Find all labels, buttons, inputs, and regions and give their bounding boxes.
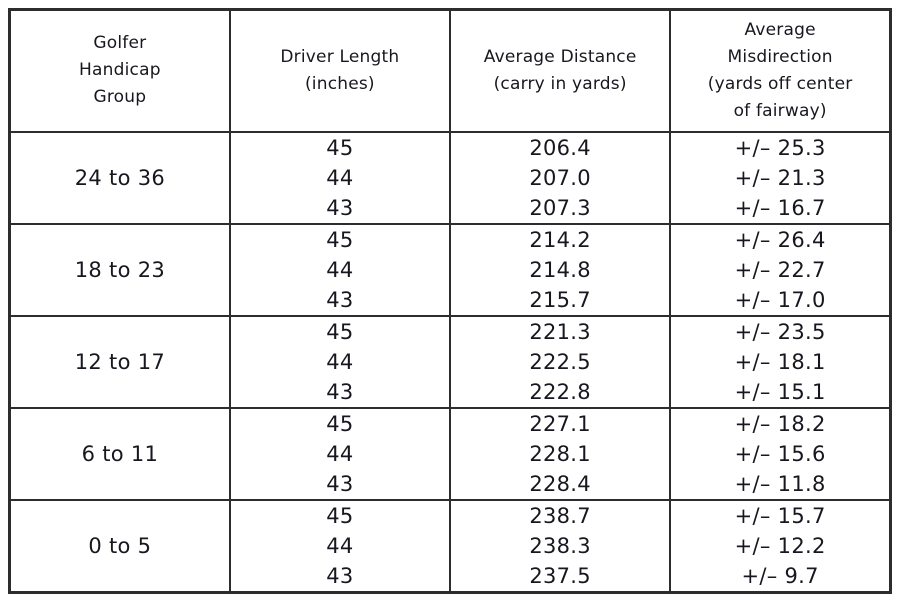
avg-distance-value: 221.3 <box>529 319 591 344</box>
avg-distance-value: 228.4 <box>529 471 591 496</box>
avg-misdirection-cell: +/– 25.3 +/– 21.3 +/– 16.7 <box>669 130 892 225</box>
table-row-group-6-11: 6 to 11 45 44 43 227.1 228.1 228.4 +/– 1… <box>8 406 892 501</box>
table-row-group-18-23: 18 to 23 45 44 43 214.2 214.8 215.7 +/– … <box>8 222 892 317</box>
avg-misdirection-value: +/– 17.0 <box>734 287 826 312</box>
driver-length-value: 43 <box>326 195 354 220</box>
driver-length-value: 44 <box>326 441 354 466</box>
avg-misdirection-value: +/– 18.1 <box>734 349 826 374</box>
avg-distance-cell: 214.2 214.8 215.7 <box>448 222 672 317</box>
driver-length-value: 44 <box>326 349 354 374</box>
driver-length-value: 45 <box>326 319 354 344</box>
avg-misdirection-cell: +/– 15.7 +/– 12.2 +/– 9.7 <box>669 498 892 594</box>
driver-length-cell: 45 44 43 <box>228 314 452 409</box>
driver-length-value: 43 <box>326 471 354 496</box>
avg-distance-value: 206.4 <box>529 135 591 160</box>
driver-length-cell: 45 44 43 <box>228 498 452 594</box>
avg-misdirection-value: +/– 9.7 <box>741 563 819 588</box>
driver-length-value: 44 <box>326 165 354 190</box>
avg-distance-value: 214.8 <box>529 257 591 282</box>
col-header-avg-misdirection: Average Misdirection (yards off center o… <box>669 8 892 133</box>
driver-length-cell: 45 44 43 <box>228 222 452 317</box>
driver-length-value: 43 <box>326 287 354 312</box>
avg-distance-value: 215.7 <box>529 287 591 312</box>
header-row: Golfer Handicap Group Driver Length (inc… <box>8 8 892 133</box>
avg-misdirection-value: +/– 11.8 <box>734 471 826 496</box>
avg-distance-cell: 221.3 222.5 222.8 <box>448 314 672 409</box>
avg-distance-value: 222.5 <box>529 349 591 374</box>
driver-length-value: 45 <box>326 227 354 252</box>
avg-misdirection-value: +/– 26.4 <box>734 227 826 252</box>
driver-length-value: 45 <box>326 503 354 528</box>
driver-length-value: 45 <box>326 135 354 160</box>
avg-distance-value: 207.0 <box>529 165 591 190</box>
driver-length-value: 44 <box>326 533 354 558</box>
handicap-group-label: 12 to 17 <box>8 314 231 409</box>
col-header-handicap-group: Golfer Handicap Group <box>8 8 231 133</box>
avg-distance-value: 238.7 <box>529 503 591 528</box>
handicap-group-label: 6 to 11 <box>8 406 231 501</box>
avg-distance-value: 228.1 <box>529 441 591 466</box>
table-container: Golfer Handicap Group Driver Length (inc… <box>8 8 892 594</box>
driver-length-value: 43 <box>326 379 354 404</box>
driver-length-value: 44 <box>326 257 354 282</box>
col-header-avg-distance: Average Distance (carry in yards) <box>448 8 672 133</box>
avg-misdirection-cell: +/– 23.5 +/– 18.1 +/– 15.1 <box>669 314 892 409</box>
avg-misdirection-value: +/– 23.5 <box>734 319 826 344</box>
table-row-group-12-17: 12 to 17 45 44 43 221.3 222.5 222.8 +/– … <box>8 314 892 409</box>
avg-distance-value: 227.1 <box>529 411 591 436</box>
handicap-group-label: 18 to 23 <box>8 222 231 317</box>
table-row-group-24-36: 24 to 36 45 44 43 206.4 207.0 207.3 +/– … <box>8 130 892 225</box>
handicap-driver-table: Golfer Handicap Group Driver Length (inc… <box>8 8 892 594</box>
handicap-group-label: 24 to 36 <box>8 130 231 225</box>
avg-misdirection-value: +/– 18.2 <box>734 411 826 436</box>
table-row-group-0-5: 0 to 5 45 44 43 238.7 238.3 237.5 +/– 15… <box>8 498 892 594</box>
handicap-group-label: 0 to 5 <box>8 498 231 594</box>
avg-distance-cell: 238.7 238.3 237.5 <box>448 498 672 594</box>
avg-distance-value: 222.8 <box>529 379 591 404</box>
avg-misdirection-value: +/– 12.2 <box>734 533 826 558</box>
avg-misdirection-value: +/– 21.3 <box>734 165 826 190</box>
avg-distance-value: 238.3 <box>529 533 591 558</box>
driver-length-value: 43 <box>326 563 354 588</box>
avg-distance-value: 237.5 <box>529 563 591 588</box>
avg-distance-value: 214.2 <box>529 227 591 252</box>
avg-misdirection-value: +/– 16.7 <box>734 195 826 220</box>
col-header-driver-length: Driver Length (inches) <box>228 8 452 133</box>
avg-misdirection-value: +/– 25.3 <box>734 135 826 160</box>
driver-length-cell: 45 44 43 <box>228 130 452 225</box>
avg-misdirection-value: +/– 15.6 <box>734 441 826 466</box>
avg-misdirection-cell: +/– 26.4 +/– 22.7 +/– 17.0 <box>669 222 892 317</box>
avg-distance-cell: 227.1 228.1 228.4 <box>448 406 672 501</box>
avg-misdirection-value: +/– 15.1 <box>734 379 826 404</box>
avg-distance-value: 207.3 <box>529 195 591 220</box>
table-header: Golfer Handicap Group Driver Length (inc… <box>8 8 892 133</box>
avg-misdirection-value: +/– 15.7 <box>734 503 826 528</box>
table-body: 24 to 36 45 44 43 206.4 207.0 207.3 +/– … <box>8 130 892 594</box>
avg-misdirection-value: +/– 22.7 <box>734 257 826 282</box>
driver-length-value: 45 <box>326 411 354 436</box>
avg-distance-cell: 206.4 207.0 207.3 <box>448 130 672 225</box>
driver-length-cell: 45 44 43 <box>228 406 452 501</box>
avg-misdirection-cell: +/– 18.2 +/– 15.6 +/– 11.8 <box>669 406 892 501</box>
